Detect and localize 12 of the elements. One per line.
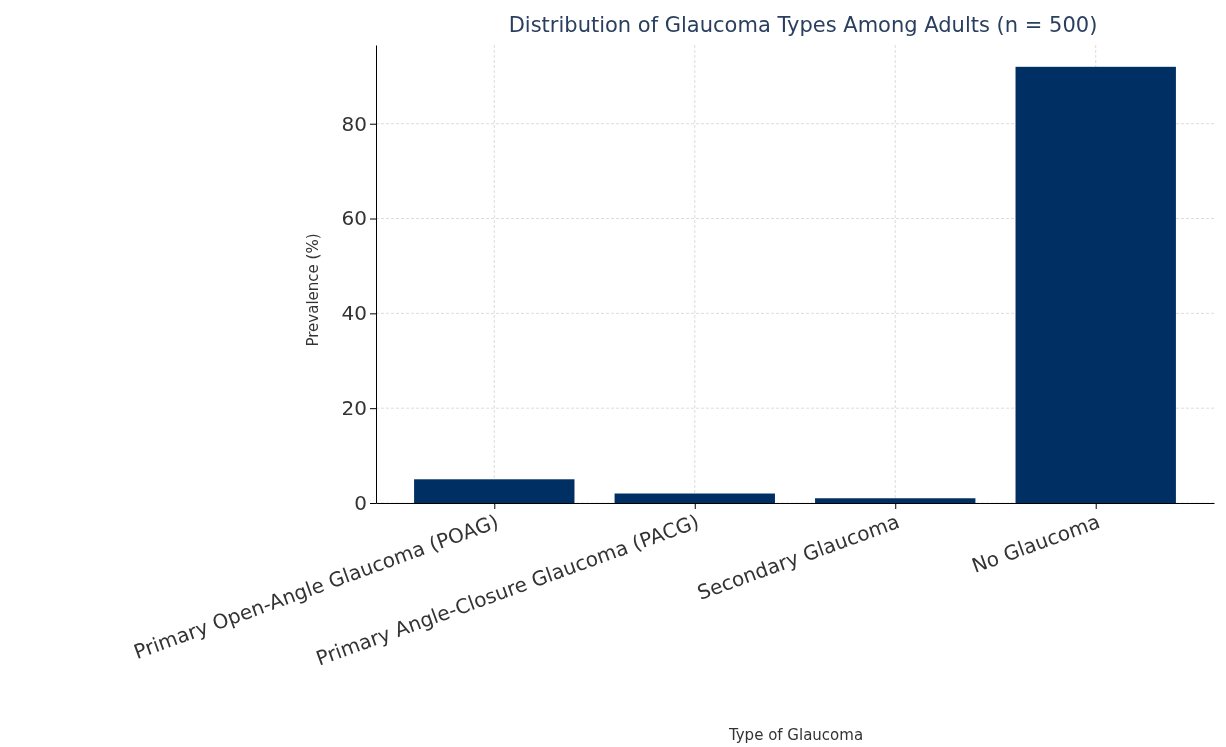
y-tick-label: 0 [354, 490, 367, 515]
y-tick-label: 40 [341, 301, 367, 326]
y-axis-title: Prevalence (%) [304, 233, 322, 347]
y-tick-label: 20 [341, 396, 367, 421]
chart-title: Distribution of Glaucoma Types Among Adults (n = 500) [508, 13, 1098, 37]
y-tick-label: 60 [341, 206, 367, 231]
y-tick-label: 80 [341, 111, 367, 136]
bar [815, 498, 976, 503]
bar [414, 479, 575, 503]
x-axis-title: Type of Glaucoma [727, 726, 864, 744]
bar [614, 493, 775, 503]
bar [1015, 66, 1176, 503]
